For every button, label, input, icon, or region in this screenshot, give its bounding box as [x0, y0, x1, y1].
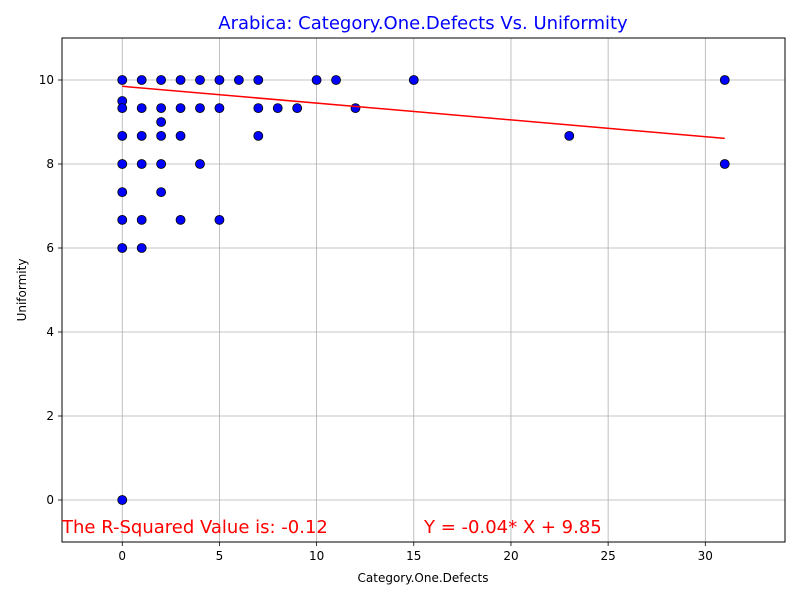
data-point — [331, 75, 341, 85]
data-point — [156, 75, 167, 85]
data-point — [719, 75, 730, 85]
y-axis-label: Uniformity — [15, 259, 29, 322]
data-point — [272, 103, 283, 114]
data-point — [214, 214, 225, 225]
data-point — [117, 214, 128, 225]
data-point — [117, 130, 128, 141]
y-tick-label: 4 — [46, 325, 54, 339]
x-tick-label: 5 — [216, 549, 224, 563]
data-point — [175, 130, 186, 141]
x-tick-label: 30 — [698, 549, 713, 563]
data-point — [253, 103, 264, 114]
y-tick-label: 8 — [46, 157, 54, 171]
chart-title: Arabica: Category.One.Defects Vs. Unifor… — [218, 13, 628, 34]
data-point — [175, 214, 186, 225]
data-point — [195, 159, 205, 169]
data-point — [253, 130, 264, 141]
data-point — [136, 75, 147, 85]
data-point — [136, 243, 147, 253]
data-point — [408, 75, 419, 85]
data-points — [117, 75, 730, 505]
data-point — [564, 130, 575, 141]
x-tick-label: 10 — [309, 549, 324, 563]
data-point — [292, 103, 303, 114]
x-axis-label: Category.One.Defects — [358, 571, 489, 585]
data-point — [156, 117, 167, 127]
data-point — [156, 103, 167, 114]
data-point — [214, 75, 225, 85]
data-point — [136, 130, 147, 141]
data-point — [195, 75, 205, 85]
x-tick-label: 15 — [406, 549, 421, 563]
x-tick-label: 0 — [118, 549, 126, 563]
data-point — [136, 103, 147, 114]
data-point — [195, 103, 205, 114]
data-point — [311, 75, 322, 85]
y-tick-label: 2 — [46, 409, 54, 423]
data-point — [136, 159, 147, 169]
data-point — [175, 103, 186, 114]
data-point — [350, 103, 361, 114]
x-tick-label: 25 — [600, 549, 615, 563]
data-point — [117, 159, 128, 169]
y-tick-label: 10 — [39, 73, 54, 87]
regression-equation-annotation: Y = -0.04* X + 9.85 — [423, 517, 602, 538]
x-tick-label: 20 — [503, 549, 518, 563]
y-tick-label: 6 — [46, 241, 54, 255]
data-point — [117, 243, 128, 253]
data-point — [136, 214, 147, 225]
plot-frame — [61, 37, 786, 543]
data-point — [117, 75, 128, 85]
data-point — [253, 75, 264, 85]
data-point — [156, 130, 167, 141]
data-point — [175, 75, 186, 85]
grid — [62, 38, 785, 542]
r-squared-annotation: The R-Squared Value is: -0.12 — [61, 517, 328, 538]
data-point — [117, 103, 128, 114]
data-point — [233, 75, 244, 85]
data-point — [117, 495, 128, 505]
data-point — [214, 103, 225, 114]
data-point — [117, 187, 128, 198]
data-point — [156, 187, 167, 198]
axis-ticks: 0 5 10 15 20 25 30 0 2 4 6 8 10 — [39, 73, 713, 563]
y-tick-label: 0 — [46, 493, 54, 507]
regression-line — [122, 85, 725, 140]
data-point — [719, 159, 730, 169]
data-point — [156, 159, 167, 169]
